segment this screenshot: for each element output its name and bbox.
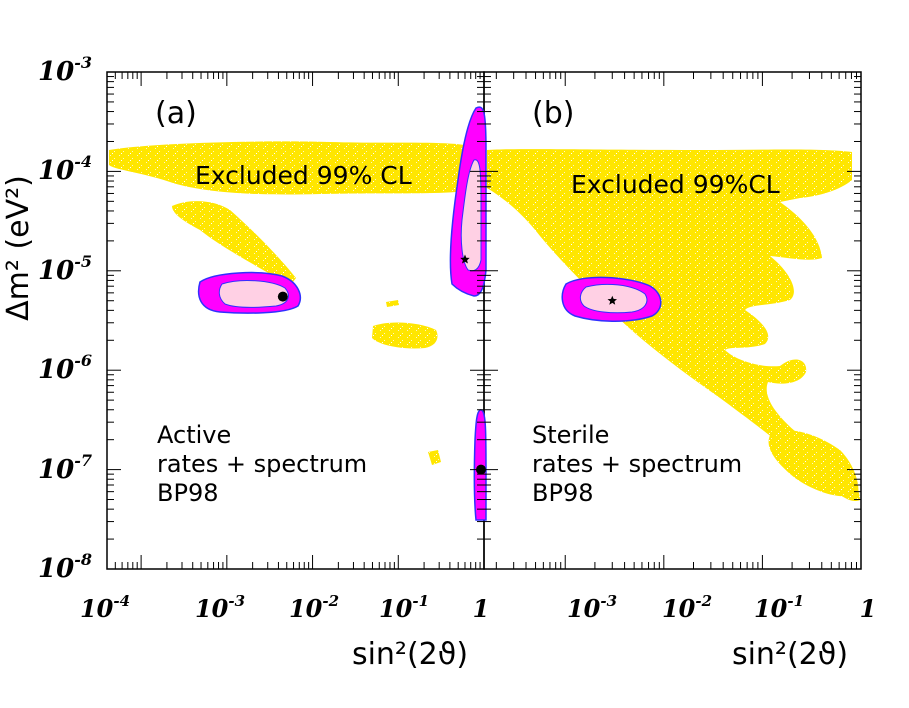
x-tick-label: 1 — [860, 594, 877, 623]
y-tick-label: 10-4 — [38, 152, 92, 186]
x-tick-label: 10-4 — [80, 592, 130, 623]
panel-label: (b) — [532, 96, 574, 131]
panel-note: Active — [157, 421, 231, 449]
excluded-label: Excluded 99% CL — [195, 161, 412, 190]
x-axis-label: sin²(2ϑ) — [732, 637, 848, 672]
panel-label: (a) — [155, 96, 197, 131]
axis-ticks — [106, 71, 861, 570]
best-fit-dot — [277, 291, 288, 302]
x-tick-label: 1 — [473, 594, 490, 623]
panel-note: BP98 — [532, 479, 593, 507]
panel-note: rates + spectrum — [532, 450, 742, 478]
best-fit-star — [607, 295, 617, 305]
x-tick-label: 10-1 — [379, 592, 429, 623]
best-fit-dot — [476, 464, 486, 475]
panel-note: Sterile — [532, 421, 609, 449]
panel-b-frame — [483, 71, 862, 570]
x-tick-label: 10-3 — [567, 592, 617, 623]
x-tick-label: 10-3 — [195, 592, 245, 623]
best-fit-star — [460, 254, 470, 264]
best-fit-markers — [277, 254, 617, 475]
panel-a-region-lma — [197, 271, 302, 314]
y-axis-label: Δm² (eV²) — [1, 175, 36, 321]
y-tick-label: 10-3 — [38, 53, 92, 87]
excluded-label: Excluded 99%CL — [571, 170, 780, 199]
x-tick-label: 10-1 — [754, 592, 804, 623]
y-tick-label: 10-7 — [38, 451, 92, 485]
panel-note: BP98 — [157, 479, 218, 507]
y-tick-label: 10-5 — [38, 252, 92, 286]
panel-a-excluded-regions — [109, 141, 480, 465]
x-tick-label: 10-2 — [289, 592, 339, 623]
y-tick-label: 10-6 — [38, 351, 92, 385]
x-tick-label: 10-2 — [662, 592, 712, 623]
panel-b-excluded-regions — [487, 149, 860, 502]
y-tick-label: 10-8 — [38, 550, 92, 584]
x-axis-label: sin²(2ϑ) — [352, 637, 468, 672]
panel-note: rates + spectrum — [157, 450, 367, 478]
panel-a-region-vertical-upper — [449, 106, 487, 297]
